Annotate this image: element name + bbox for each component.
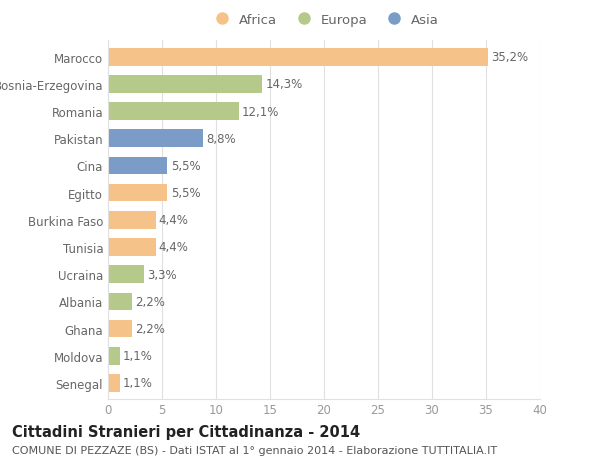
Text: COMUNE DI PEZZAZE (BS) - Dati ISTAT al 1° gennaio 2014 - Elaborazione TUTTITALIA: COMUNE DI PEZZAZE (BS) - Dati ISTAT al 1… (12, 445, 497, 455)
Text: 1,1%: 1,1% (123, 349, 153, 363)
Text: 5,5%: 5,5% (170, 187, 200, 200)
Bar (108, 239, 155, 256)
Bar (108, 293, 132, 310)
Text: 4,4%: 4,4% (159, 214, 188, 227)
Text: 35,2%: 35,2% (491, 51, 529, 64)
Text: 5,5%: 5,5% (170, 160, 200, 173)
Bar (108, 347, 120, 365)
Text: 1,1%: 1,1% (123, 376, 153, 390)
Text: 12,1%: 12,1% (242, 106, 279, 118)
Bar (108, 374, 120, 392)
Bar (108, 185, 167, 202)
Bar (108, 76, 262, 94)
Text: 2,2%: 2,2% (135, 295, 165, 308)
Bar (108, 266, 143, 283)
Text: Cittadini Stranieri per Cittadinanza - 2014: Cittadini Stranieri per Cittadinanza - 2… (12, 425, 360, 440)
Bar (108, 103, 239, 121)
Bar (108, 320, 132, 338)
Text: 2,2%: 2,2% (135, 322, 165, 335)
Text: 4,4%: 4,4% (159, 241, 188, 254)
Bar (108, 212, 155, 229)
Text: 8,8%: 8,8% (206, 133, 236, 146)
Bar (108, 157, 167, 175)
Bar (108, 49, 488, 67)
Bar (108, 130, 203, 148)
Text: 3,3%: 3,3% (147, 268, 176, 281)
Text: 14,3%: 14,3% (266, 78, 303, 91)
Legend: Africa, Europa, Asia: Africa, Europa, Asia (203, 9, 445, 32)
